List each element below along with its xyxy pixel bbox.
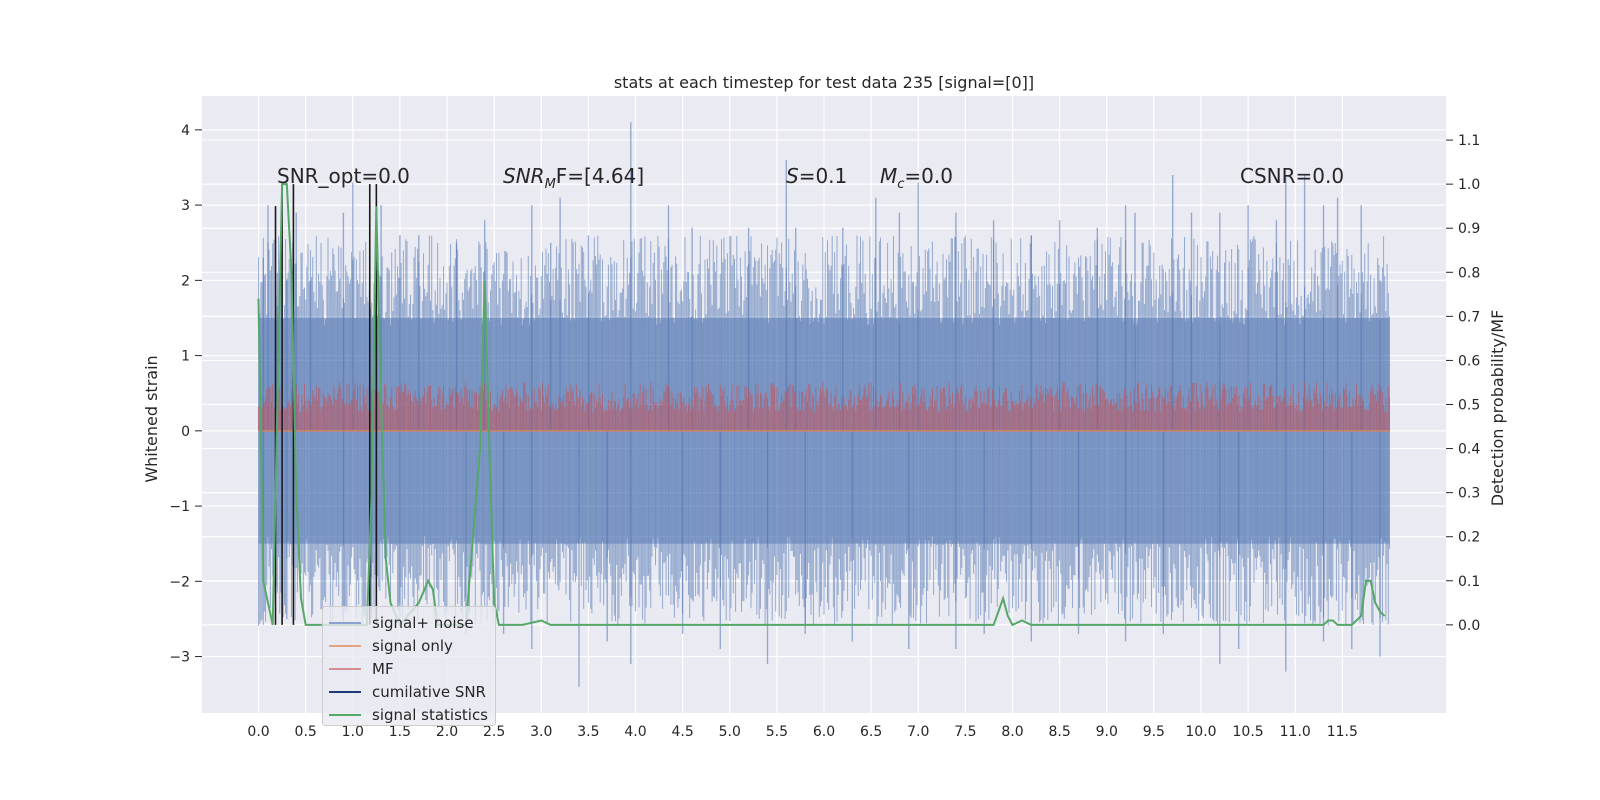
y-right-tick-label: 0.2 [1458, 530, 1480, 546]
legend-label: signal+ noise [372, 614, 474, 632]
legend-swatch [329, 645, 361, 647]
y-right-tick-label: 0.0 [1458, 618, 1480, 634]
legend-item-mf: MF [323, 659, 394, 679]
y-right-tick-label: 0.9 [1458, 221, 1480, 237]
x-tick-label: 8.5 [1048, 724, 1070, 740]
legend-item-cumulative-snr: cumilative SNR [323, 682, 486, 702]
y-tick-label: 3 [181, 198, 190, 214]
mc-subscript: c [897, 177, 905, 192]
snr-mf-subscript: M [544, 177, 556, 192]
s-value: =0.1 [798, 164, 848, 188]
y-tick-label: 0 [181, 424, 190, 440]
x-tick-label: 7.5 [954, 724, 976, 740]
series-mf [258, 382, 1390, 431]
annotation-csnr: CSNR=0.0 [1240, 164, 1345, 188]
x-tick-label: 10.0 [1185, 724, 1216, 740]
legend-swatch [329, 714, 361, 716]
y-tick-label: 4 [181, 123, 190, 139]
y-right-tick-label: 0.1 [1458, 574, 1480, 590]
y-axis-left-ticks: −3 −2 −1 0 1 2 3 4 [169, 123, 202, 666]
x-tick-label: 5.0 [719, 724, 741, 740]
y-right-tick-label: 0.8 [1458, 265, 1480, 281]
x-tick-label: 0.5 [295, 724, 317, 740]
y-tick-label: 1 [181, 349, 190, 365]
y-right-tick-label: 0.3 [1458, 486, 1480, 502]
x-tick-label: 11.5 [1327, 724, 1358, 740]
x-tick-label: 11.0 [1280, 724, 1311, 740]
x-tick-label: 5.5 [766, 724, 788, 740]
y-right-tick-label: 0.7 [1458, 309, 1480, 325]
y-axis-label-left: Whitened strain [142, 355, 161, 482]
legend-item-signal-only: signal only [323, 636, 453, 656]
legend-item-signal-noise: signal+ noise [323, 613, 474, 633]
y-right-tick-label: 0.5 [1458, 398, 1480, 414]
snr-mf-value: F=[4.64] [555, 164, 645, 188]
x-tick-label: 4.0 [624, 724, 646, 740]
mf-strokes [258, 382, 1390, 431]
annotation-s: S=0.1 [786, 164, 847, 188]
annotation-snr-opt: SNR_opt=0.0 [277, 164, 410, 188]
legend-label: MF [372, 660, 394, 678]
x-tick-label: 2.0 [436, 724, 458, 740]
y-tick-label: −3 [169, 650, 190, 666]
y-right-tick-label: 0.6 [1458, 353, 1480, 369]
y-axis-label-right: Detection probability/MF [1488, 310, 1507, 507]
y-axis-right-ticks: 0.0 0.1 0.2 0.3 0.4 0.5 0.6 0.7 0.8 0.9 1.0 1.1 [1446, 133, 1480, 634]
x-tick-label: 8.0 [1001, 724, 1023, 740]
y-tick-label: −2 [169, 574, 190, 590]
x-tick-label: 3.0 [530, 724, 552, 740]
y-tick-label: 2 [181, 273, 190, 289]
mc-symbol: M [880, 164, 898, 188]
legend-item-signal-statistics: signal statistics [323, 705, 488, 725]
mc-value: =0.0 [904, 164, 953, 188]
y-right-tick-label: 1.0 [1458, 177, 1480, 193]
legend: signal+ noise signal only MF cumilative … [322, 606, 496, 726]
legend-label: signal statistics [372, 706, 489, 724]
x-tick-label: 6.5 [860, 724, 882, 740]
s-symbol: S [786, 164, 799, 188]
y-tick-label: −1 [169, 499, 190, 515]
x-tick-label: 10.5 [1233, 724, 1264, 740]
legend-swatch [329, 691, 361, 693]
x-tick-label: 9.5 [1143, 724, 1165, 740]
annotation-snr-mf: SNRMF=[4.64] [503, 164, 644, 192]
x-tick-label: 1.0 [342, 724, 364, 740]
y-right-tick-label: 1.1 [1458, 133, 1480, 149]
y-right-tick-label: 0.4 [1458, 442, 1480, 458]
x-axis-ticks: 0.0 0.5 1.0 1.5 2.0 2.5 3.0 3.5 4.0 4.5 5.0 5.5 6.0 6… [247, 724, 1358, 740]
x-tick-label: 4.5 [672, 724, 694, 740]
x-tick-label: 9.0 [1096, 724, 1118, 740]
series-layer [257, 122, 1390, 687]
noise-peaks [262, 122, 1381, 687]
annotation-mc: Mc=0.0 [880, 164, 953, 192]
series-signal-statistics [257, 183, 1386, 627]
legend-swatch [329, 668, 361, 670]
snr-mf-symbol: SNR [503, 164, 545, 188]
x-tick-label: 2.5 [483, 724, 505, 740]
x-tick-label: 0.0 [247, 724, 269, 740]
x-tick-label: 1.5 [389, 724, 411, 740]
legend-label: signal only [372, 637, 453, 655]
chart-title: stats at each timestep for test data 235… [614, 73, 1034, 92]
x-tick-label: 3.5 [577, 724, 599, 740]
legend-label: cumilative SNR [372, 683, 486, 701]
x-tick-label: 6.0 [813, 724, 835, 740]
x-tick-label: 7.0 [907, 724, 929, 740]
legend-swatch [329, 622, 361, 624]
